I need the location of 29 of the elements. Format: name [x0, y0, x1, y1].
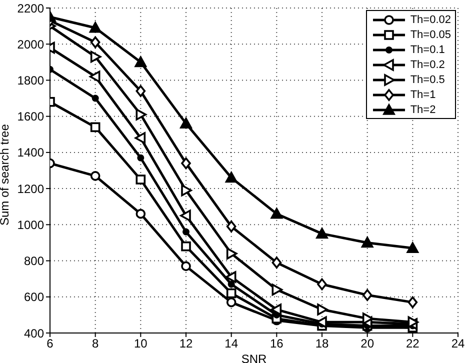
y-tick-label: 800: [24, 254, 44, 268]
x-tick-label: 18: [315, 336, 329, 351]
x-tick-label: 10: [134, 336, 148, 351]
x-tick-label: 24: [451, 336, 465, 351]
legend-label: Th=2: [410, 104, 436, 116]
x-tick-label: 22: [406, 336, 420, 351]
y-tick-label: 2200: [17, 1, 44, 16]
y-tick-label: 2000: [17, 37, 44, 52]
y-tick-label: 1400: [17, 146, 44, 160]
y-tick-label: 1200: [17, 182, 44, 196]
x-tick-label: 8: [92, 336, 99, 351]
x-axis-title: SNR: [241, 352, 267, 363]
x-tick-label: 16: [270, 336, 284, 351]
y-tick-label: 1800: [17, 73, 44, 88]
x-tick-label: 20: [360, 336, 374, 351]
legend-label: Th=0.1: [410, 44, 445, 56]
legend-label: Th=0.5: [410, 74, 445, 86]
x-tick-label: 6: [46, 336, 54, 351]
legend-label: Th=0.05: [410, 28, 451, 40]
legend-label: Th=0.2: [410, 58, 445, 70]
y-tick-label: 600: [24, 290, 44, 304]
x-tick-label: 14: [224, 336, 238, 351]
y-tick-label: 1600: [17, 110, 44, 124]
legend-label: Th=0.02: [410, 14, 451, 26]
y-axis-title: Sum of search tree: [0, 124, 12, 226]
y-tick-label: 1000: [17, 218, 44, 232]
legend-label: Th=1: [410, 88, 436, 100]
y-tick-label: 400: [24, 326, 44, 340]
x-tick-label: 12: [179, 336, 193, 351]
